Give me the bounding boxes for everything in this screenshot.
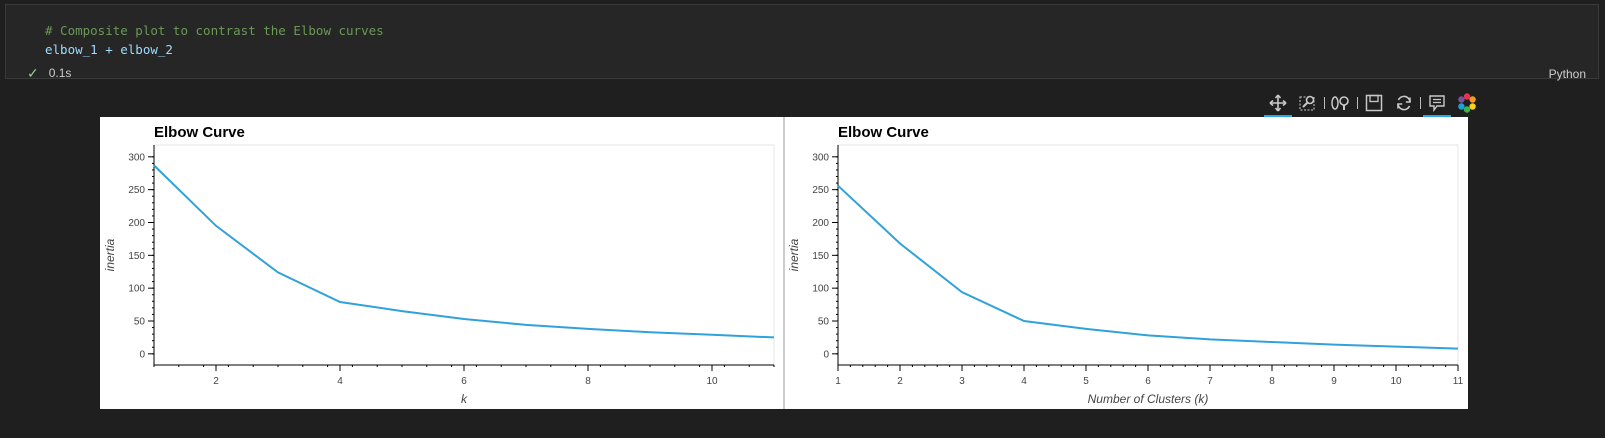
elbow-curve-line bbox=[837, 184, 1459, 350]
x-tick-label: 11 bbox=[1453, 376, 1464, 387]
y-tick-label: 0 bbox=[139, 349, 145, 360]
x-tick-label: 2 bbox=[213, 376, 219, 387]
chart-title: Elbow Curve bbox=[838, 124, 929, 141]
x-tick-label: 10 bbox=[706, 376, 718, 387]
y-tick-label: 200 bbox=[128, 218, 145, 229]
pan-tool-button[interactable] bbox=[1263, 90, 1293, 117]
toolbar-divider bbox=[1420, 97, 1421, 109]
pan-icon bbox=[1269, 94, 1287, 112]
wheel-zoom-icon bbox=[1331, 96, 1349, 110]
y-tick-label: 250 bbox=[812, 185, 829, 196]
execution-time: 0.1s bbox=[48, 66, 72, 80]
y-tick-label: 0 bbox=[823, 349, 829, 360]
elbow-plot-2: Elbow Curve 0 50 100 150 200 250 300 inertia 1 2 3 4… bbox=[787, 124, 1464, 406]
y-tick-label: 200 bbox=[812, 218, 829, 229]
x-axis-label: Number of Clusters (k) bbox=[1088, 392, 1209, 406]
y-tick-label: 50 bbox=[134, 317, 146, 328]
box-zoom-icon bbox=[1299, 95, 1315, 111]
x-tick-label: 8 bbox=[1269, 376, 1275, 387]
hover-tool-button[interactable] bbox=[1422, 90, 1452, 117]
code-line-comment: # Composite plot to contrast the Elbow c… bbox=[45, 23, 384, 38]
x-axis-label: k bbox=[461, 392, 468, 406]
plot-area bbox=[837, 144, 1459, 366]
x-tick-label: 4 bbox=[1021, 376, 1027, 387]
composite-plot[interactable]: Elbow Curve 0 50 100 150 200 250 300 inertia 2 4 6 8… bbox=[100, 117, 1468, 409]
x-tick-label: 9 bbox=[1331, 376, 1337, 387]
y-tick-label: 150 bbox=[812, 251, 829, 262]
x-tick-label: 1 bbox=[835, 376, 841, 387]
x-tick-label: 4 bbox=[337, 376, 343, 387]
y-tick-label: 50 bbox=[818, 317, 830, 328]
y-axis-label: inertia bbox=[103, 238, 117, 271]
execution-status: ✓ 0.1s bbox=[27, 65, 71, 81]
toolbar-divider bbox=[1357, 97, 1358, 109]
bokeh-logo bbox=[1458, 93, 1476, 113]
x-tick-label: 5 bbox=[1083, 376, 1089, 387]
reset-icon bbox=[1397, 95, 1411, 111]
x-tick-label: 6 bbox=[1145, 376, 1151, 387]
x-tick-label: 10 bbox=[1390, 376, 1402, 387]
check-icon: ✓ bbox=[27, 64, 39, 81]
x-tick-label: 7 bbox=[1207, 376, 1213, 387]
code-editor[interactable]: # Composite plot to contrast the Elbow c… bbox=[45, 21, 384, 59]
elbow-curve-line bbox=[153, 164, 775, 339]
hover-icon bbox=[1429, 95, 1445, 112]
plot-toolbar bbox=[1263, 90, 1482, 117]
x-tick-label: 3 bbox=[959, 376, 965, 387]
wheel-zoom-tool-button[interactable] bbox=[1326, 90, 1356, 116]
chart-title: Elbow Curve bbox=[154, 124, 245, 141]
x-tick-label: 6 bbox=[461, 376, 467, 387]
y-tick-label: 250 bbox=[128, 185, 145, 196]
y-tick-label: 150 bbox=[128, 251, 145, 262]
y-tick-label: 100 bbox=[812, 284, 829, 295]
x-tick-label: 8 bbox=[585, 376, 591, 387]
x-tick-label: 2 bbox=[897, 376, 903, 387]
y-tick-label: 300 bbox=[128, 152, 145, 163]
bokeh-logo-button[interactable] bbox=[1452, 90, 1482, 116]
reset-tool-button[interactable] bbox=[1389, 90, 1419, 116]
plot-area bbox=[153, 144, 775, 366]
y-tick-label: 300 bbox=[812, 152, 829, 163]
code-cell[interactable]: # Composite plot to contrast the Elbow c… bbox=[5, 4, 1599, 81]
elbow-plot-1: Elbow Curve 0 50 100 150 200 250 300 inertia 2 4 6 8… bbox=[103, 124, 775, 406]
save-tool-button[interactable] bbox=[1359, 90, 1389, 116]
toolbar-divider bbox=[1324, 97, 1325, 109]
y-axis-label: inertia bbox=[787, 238, 801, 271]
save-icon bbox=[1365, 94, 1383, 112]
box-zoom-tool-button[interactable] bbox=[1293, 90, 1323, 116]
code-line-expression: elbow_1 + elbow_2 bbox=[45, 42, 173, 57]
y-tick-label: 100 bbox=[128, 284, 145, 295]
cell-language-label[interactable]: Python bbox=[1548, 67, 1586, 81]
